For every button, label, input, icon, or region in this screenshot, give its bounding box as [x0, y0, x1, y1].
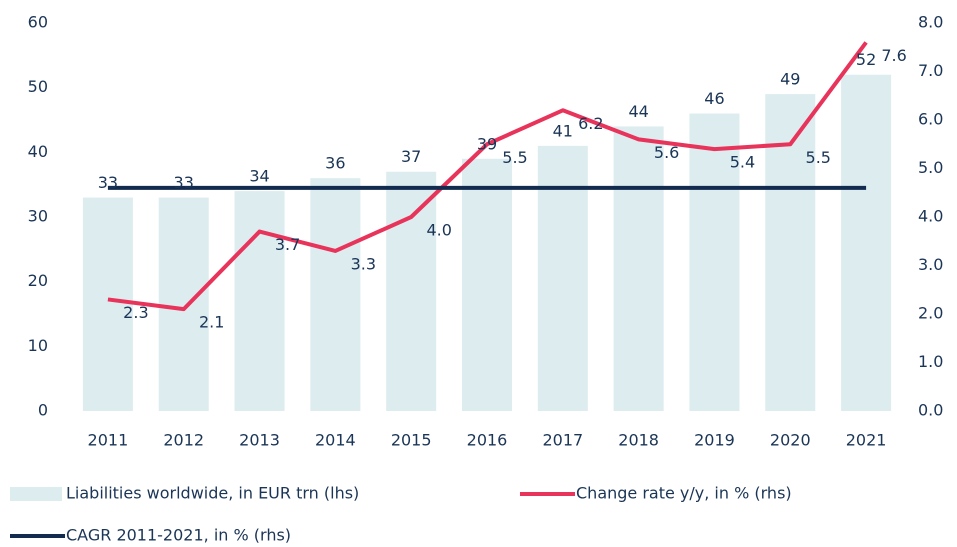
x-tick-label: 2013 — [239, 431, 280, 450]
legend-swatch — [10, 487, 62, 501]
x-tick-label: 2015 — [391, 431, 432, 450]
line-label: 4.0 — [426, 221, 451, 240]
bar — [234, 191, 285, 411]
y2-tick-label: 8.0 — [918, 13, 943, 32]
bar — [158, 197, 209, 411]
bar-label: 36 — [325, 154, 345, 173]
y-tick-label: 20 — [28, 271, 48, 290]
y2-tick-label: 7.0 — [918, 61, 943, 80]
bar-label: 52 — [856, 50, 876, 69]
bar — [462, 158, 512, 411]
y-tick-label: 60 — [28, 13, 48, 32]
line — [107, 41, 868, 312]
bar-label: 37 — [401, 147, 421, 166]
x-tick-label: 2021 — [846, 431, 887, 450]
y-tick-label: 30 — [28, 207, 48, 226]
line-label: 3.7 — [275, 235, 300, 254]
bar — [82, 197, 133, 411]
y-tick-label: 10 — [28, 336, 48, 355]
line-label: 3.3 — [351, 254, 376, 273]
line-label: 6.2 — [578, 114, 603, 133]
bar-label: 49 — [780, 70, 800, 89]
line-label: 5.6 — [654, 143, 679, 162]
bar-label: 41 — [553, 121, 573, 140]
bar — [841, 74, 892, 411]
line-label: 5.4 — [730, 153, 755, 172]
y-tick-label: 0 — [38, 401, 48, 420]
bar — [613, 126, 664, 411]
y2-tick-label: 2.0 — [918, 304, 943, 323]
x-tick-label: 2011 — [88, 431, 129, 450]
bar — [689, 113, 740, 412]
legend-label: Liabilities worldwide, in EUR trn (lhs) — [66, 484, 359, 503]
bar — [310, 178, 361, 411]
bar-label: 33 — [174, 173, 194, 192]
y2-tick-label: 5.0 — [918, 158, 943, 177]
bar-label: 39 — [477, 134, 497, 153]
y2-tick-label: 6.0 — [918, 110, 943, 129]
x-tick-label: 2014 — [315, 431, 356, 450]
bar — [537, 145, 588, 411]
line-label: 5.5 — [806, 148, 831, 167]
y-tick-label: 50 — [28, 77, 48, 96]
line-label: 2.1 — [199, 313, 224, 332]
bar-label: 44 — [628, 102, 648, 121]
x-tick-label: 2012 — [163, 431, 204, 450]
x-tick-label: 2019 — [694, 431, 735, 450]
y2-tick-label: 0.0 — [918, 401, 943, 420]
bar-label: 46 — [704, 89, 724, 108]
bar — [386, 171, 437, 411]
line-label: 5.5 — [502, 148, 527, 167]
y2-tick-label: 3.0 — [918, 255, 943, 274]
line-label: 2.3 — [123, 303, 148, 322]
bar-label: 34 — [249, 167, 269, 186]
legend-label: Change rate y/y, in % (rhs) — [576, 484, 792, 503]
legend-label: CAGR 2011-2021, in % (rhs) — [66, 526, 291, 545]
y2-tick-label: 1.0 — [918, 352, 943, 371]
x-tick-label: 2020 — [770, 431, 811, 450]
x-tick-label: 2018 — [618, 431, 659, 450]
y-tick-label: 40 — [28, 142, 48, 161]
line-label: 7.6 — [881, 46, 906, 65]
bar-label: 33 — [98, 173, 118, 192]
y2-tick-label: 4.0 — [918, 207, 943, 226]
x-tick-label: 2016 — [467, 431, 508, 450]
x-tick-label: 2017 — [542, 431, 583, 450]
